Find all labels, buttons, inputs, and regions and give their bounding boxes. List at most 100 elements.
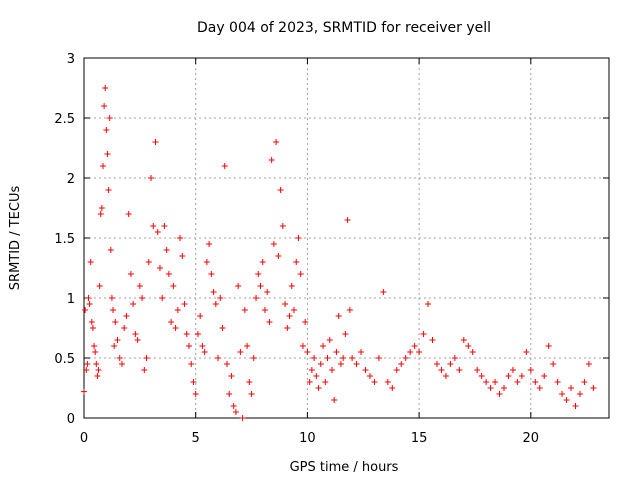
data-point [156, 265, 163, 271]
data-point [518, 373, 525, 379]
data-point [210, 289, 217, 295]
data-point [106, 115, 113, 121]
data-point [177, 235, 184, 241]
data-point [501, 385, 507, 391]
data-point [208, 271, 215, 277]
data-point [212, 301, 219, 307]
x-axis-label: GPS time / hours [290, 460, 399, 475]
data-point [203, 259, 210, 265]
data-point [188, 361, 195, 367]
y-axis-label: SRMTID / TECUs [8, 186, 23, 291]
data-point [82, 307, 89, 313]
data-point [190, 379, 197, 385]
data-point [416, 349, 423, 355]
data-point [295, 235, 302, 241]
y-tick-label: 2.5 [54, 112, 75, 127]
data-point [163, 247, 170, 253]
data-point [107, 247, 114, 253]
data-point [118, 361, 125, 367]
data-point [313, 373, 320, 379]
data-point [322, 379, 329, 385]
data-point [541, 373, 548, 379]
y-tick-label: 2 [67, 172, 75, 187]
data-point [509, 367, 516, 373]
data-point [302, 319, 309, 325]
data-point [121, 325, 128, 331]
data-point [116, 355, 123, 361]
data-point [447, 361, 454, 367]
data-point [284, 325, 291, 331]
data-point [219, 325, 226, 331]
data-point [108, 295, 115, 301]
data-point [86, 301, 93, 307]
data-point [293, 259, 300, 265]
data-point [215, 355, 222, 361]
data-point [253, 295, 260, 301]
data-point [235, 283, 242, 289]
data-point [288, 283, 295, 289]
x-tick-label: 15 [411, 431, 428, 446]
data-point [248, 391, 255, 397]
data-point [221, 163, 228, 169]
data-point [104, 151, 111, 157]
data-point [407, 349, 414, 355]
data-point [344, 217, 351, 223]
data-point [239, 415, 246, 421]
data-point [99, 163, 106, 169]
data-point [451, 355, 458, 361]
data-point [346, 307, 353, 313]
data-point [96, 283, 103, 289]
data-point [186, 343, 192, 349]
data-point [230, 403, 237, 409]
data-point [261, 307, 268, 313]
data-point [159, 295, 166, 301]
data-point [576, 391, 583, 397]
data-point [572, 403, 579, 409]
data-point [371, 379, 378, 385]
data-point [291, 307, 297, 313]
data-point [237, 349, 244, 355]
data-point [487, 385, 494, 391]
y-tick-label: 1 [67, 292, 75, 307]
data-point [148, 175, 155, 181]
data-point [201, 349, 208, 355]
data-point [83, 367, 90, 373]
data-point [123, 313, 130, 319]
data-point [127, 271, 134, 277]
data-point [442, 373, 449, 379]
data-point [101, 103, 108, 109]
data-point [333, 349, 340, 355]
data-point [226, 391, 233, 397]
data-point [340, 355, 347, 361]
data-point [85, 295, 92, 301]
data-point [590, 385, 597, 391]
data-point [550, 361, 557, 367]
data-point [154, 229, 161, 235]
data-point [102, 85, 109, 91]
data-point [125, 211, 132, 217]
data-point [241, 307, 248, 313]
data-point [492, 379, 499, 385]
data-point [206, 241, 213, 247]
data-point [143, 355, 150, 361]
data-point [110, 307, 117, 313]
data-point [308, 367, 315, 373]
data-point [306, 379, 313, 385]
data-point [326, 337, 333, 343]
data-point [554, 379, 561, 385]
data-point [349, 355, 356, 361]
data-point [141, 367, 148, 373]
data-point [87, 259, 94, 265]
data-point [375, 355, 382, 361]
data-point [393, 367, 400, 373]
data-point [279, 223, 286, 229]
data-point [111, 343, 118, 349]
data-point [358, 349, 365, 355]
data-point [469, 349, 476, 355]
data-point [97, 211, 104, 217]
x-tick-label: 0 [80, 431, 88, 446]
data-point [114, 337, 121, 343]
x-tick-label: 20 [523, 431, 540, 446]
data-point [429, 337, 436, 343]
